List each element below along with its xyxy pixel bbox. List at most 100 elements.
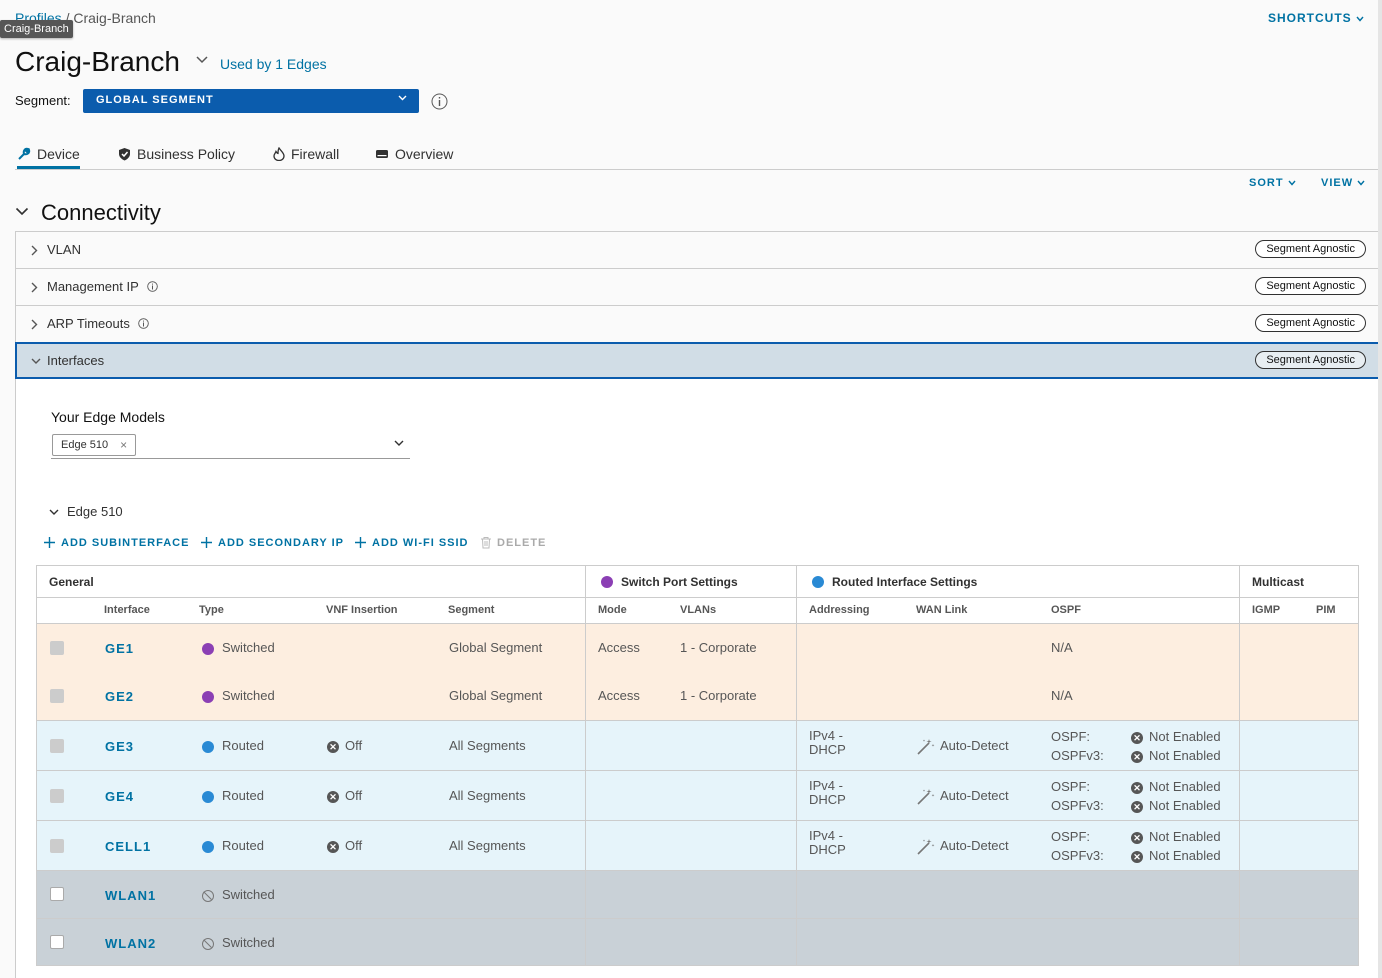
ospf-cell: N/A	[1051, 688, 1073, 703]
table-row[interactable]: WLAN2 Switched	[37, 919, 1358, 965]
vnf-label: Off	[345, 838, 363, 853]
column-header-pim[interactable]: PIM	[1316, 604, 1336, 616]
column-header-ospf[interactable]: OSPF	[1051, 604, 1081, 616]
column-header-type[interactable]: Type	[199, 604, 224, 616]
type-label: Switched	[222, 688, 275, 703]
segment-cell: All Segments	[449, 738, 526, 753]
group-header-routed-interface: Routed Interface Settings	[812, 566, 977, 598]
column-header-segment[interactable]: Segment	[448, 604, 495, 616]
vlans-cell: 1 - Corporate	[680, 688, 757, 703]
interface-link[interactable]: GE1	[105, 641, 135, 656]
segment-select-value: GLOBAL SEGMENT	[96, 94, 214, 106]
group-header-label: Switch Port Settings	[621, 575, 738, 589]
interface-link[interactable]: GE4	[105, 789, 135, 804]
used-by-edges-link[interactable]: Used by 1 Edges	[220, 56, 327, 72]
addressing-cell: IPv4 - DHCP	[809, 779, 846, 807]
wan-link-cell: Auto-Detect	[916, 788, 1009, 805]
scrollbar[interactable]	[1378, 0, 1382, 978]
info-icon[interactable]	[431, 93, 448, 110]
delete-button[interactable]: DELETE	[480, 536, 546, 549]
edge-model-title: Edge 510	[67, 504, 123, 519]
accordion-vlan[interactable]: VLAN Segment Agnostic	[15, 231, 1380, 268]
type-cell: Switched	[202, 887, 275, 902]
edge-models-select[interactable]: Edge 510 ×	[51, 433, 410, 459]
interfaces-table: General Switch Port Settings Routed Inte…	[36, 565, 1359, 966]
accordion-management-ip[interactable]: Management IP Segment Agnostic	[15, 268, 1380, 305]
tab-firewall[interactable]: Firewall	[273, 146, 339, 162]
shortcuts-button[interactable]: SHORTCUTS	[1268, 11, 1364, 25]
table-row[interactable]: GE2 Switched Global Segment Access 1 - C…	[37, 672, 1358, 720]
sort-button[interactable]: SORT	[1249, 177, 1296, 189]
close-icon[interactable]: ×	[120, 438, 128, 452]
interface-link[interactable]: GE3	[105, 739, 135, 754]
chevron-down-icon[interactable]	[15, 207, 29, 216]
edge-model-chip: Edge 510 ×	[52, 434, 137, 456]
row-checkbox[interactable]	[50, 887, 64, 901]
status-badge: Segment Agnostic	[1255, 314, 1366, 332]
divider	[585, 566, 586, 965]
tab-device[interactable]: Device	[17, 146, 80, 169]
column-header-igmp[interactable]: IGMP	[1252, 604, 1281, 616]
interface-link[interactable]: WLAN2	[105, 936, 157, 951]
shortcuts-label: SHORTCUTS	[1267, 11, 1352, 25]
row-checkbox[interactable]	[50, 689, 64, 703]
add-subinterface-button[interactable]: ADD SUBINTERFACE	[43, 536, 189, 549]
view-button[interactable]: VIEW	[1321, 177, 1365, 189]
divider	[37, 870, 1358, 871]
column-header-addressing[interactable]: Addressing	[809, 604, 870, 616]
type-label: Switched	[222, 887, 275, 902]
table-row[interactable]: GE3 Routed ✕ Off All Segments IPv4 - DHCP …	[37, 721, 1358, 770]
addressing-line: DHCP	[809, 792, 846, 807]
row-checkbox[interactable]	[50, 839, 64, 853]
type-label: Routed	[222, 788, 264, 803]
tab-overview[interactable]: Overview	[375, 146, 453, 162]
accordion-interfaces[interactable]: Interfaces Segment Agnostic	[15, 342, 1380, 379]
info-icon[interactable]	[138, 318, 149, 329]
column-header-wan-link[interactable]: WAN Link	[916, 604, 968, 616]
addressing-line: IPv4 -	[809, 728, 843, 743]
add-wifi-ssid-button[interactable]: ADD WI-FI SSID	[354, 536, 469, 549]
wan-link-label: Auto-Detect	[940, 838, 1009, 853]
chevron-down-icon	[31, 358, 41, 364]
tab-business-policy[interactable]: Business Policy	[118, 146, 235, 162]
accordion-arp-timeouts[interactable]: ARP Timeouts Segment Agnostic	[15, 305, 1380, 342]
device-icon	[376, 150, 388, 158]
chevron-right-icon	[31, 282, 38, 293]
table-row[interactable]: WLAN1 Switched	[37, 871, 1358, 918]
ospf-status: Not Enabled	[1149, 829, 1221, 844]
interface-link[interactable]: WLAN1	[105, 888, 157, 903]
status-badge: Segment Agnostic	[1255, 240, 1366, 258]
divider	[37, 720, 1358, 721]
segment-cell: Global Segment	[449, 688, 543, 703]
row-checkbox[interactable]	[50, 935, 64, 949]
divider	[37, 623, 1358, 624]
wan-link-label: Auto-Detect	[940, 738, 1009, 753]
wrench-icon	[18, 147, 31, 160]
info-icon[interactable]	[147, 281, 158, 292]
table-row[interactable]: GE4 Routed ✕ Off All Segments IPv4 - DHCP …	[37, 771, 1358, 820]
status-badge: Segment Agnostic	[1255, 351, 1366, 369]
add-secondary-ip-button[interactable]: ADD SECONDARY IP	[200, 536, 344, 549]
table-row[interactable]: GE1 Switched Global Segment Access 1 - C…	[37, 624, 1358, 672]
column-header-interface[interactable]: Interface	[104, 604, 150, 616]
switched-icon	[601, 576, 613, 588]
routed-icon	[812, 576, 824, 588]
chip-label: Edge 510	[61, 439, 109, 451]
row-checkbox[interactable]	[50, 641, 64, 655]
interface-link[interactable]: CELL1	[105, 839, 152, 854]
routed-icon	[202, 740, 214, 753]
addressing-line: IPv4 -	[809, 828, 843, 843]
disabled-icon	[202, 889, 214, 902]
chevron-down-icon[interactable]	[49, 509, 59, 516]
disabled-icon	[202, 937, 214, 950]
column-header-vnf[interactable]: VNF Insertion	[326, 604, 398, 616]
column-header-vlans[interactable]: VLANs	[680, 604, 717, 616]
row-checkbox[interactable]	[50, 789, 64, 803]
segment-select[interactable]: GLOBAL SEGMENT	[83, 89, 419, 113]
vnf-label: Off	[345, 788, 363, 803]
chevron-down-icon[interactable]	[196, 56, 208, 64]
table-row[interactable]: CELL1 Routed ✕ Off All Segments IPv4 - DHC…	[37, 821, 1358, 870]
row-checkbox[interactable]	[50, 739, 64, 753]
column-header-mode[interactable]: Mode	[598, 604, 627, 616]
interface-link[interactable]: GE2	[105, 689, 135, 704]
